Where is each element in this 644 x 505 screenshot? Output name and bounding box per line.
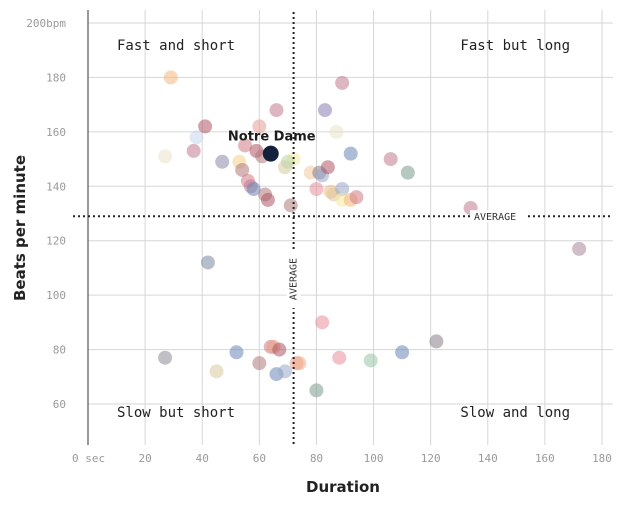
data-point [269,103,284,118]
y-tick-label: 200bpm [26,17,66,30]
x-tick-label: 40 [196,452,209,465]
data-point [215,154,230,169]
y-tick-label: 120 [46,235,66,248]
average-duration-label-bg [286,250,301,308]
y-tick-label: 100 [46,289,66,302]
data-point [198,119,213,134]
x-axis-ticks: 0 sec 20 40 60 80 100 120 140 160 180 [72,452,612,465]
data-point [235,162,250,177]
y-axis-ticks: 200bpm 180 160 140 120 100 80 60 [26,17,66,411]
data-point [252,356,267,371]
data-point [252,119,267,134]
data-point [189,130,204,145]
y-axis-title: Beats per minute [11,155,29,301]
data-point [283,198,298,213]
x-tick-label: 60 [253,452,266,465]
x-tick-label: 100 [364,452,384,465]
x-tick-label: 20 [138,452,151,465]
data-point [186,143,201,158]
y-tick-label: 160 [46,126,66,139]
points-layer [158,70,587,398]
x-tick-label: 160 [535,452,555,465]
y-tick-label: 140 [46,180,66,193]
data-point [209,364,224,379]
data-point [260,192,275,207]
data-point [292,356,307,371]
x-tick-label: 140 [478,452,498,465]
quadrant-label-top-left: Fast and short [117,38,235,54]
data-point [163,70,178,85]
data-point [278,364,293,379]
x-tick-label: 0 sec [72,452,105,465]
data-point [320,160,335,175]
data-point [200,255,215,270]
data-point [343,146,358,161]
data-point [349,190,364,205]
quadrant-label-bottom-left: Slow but short [117,405,235,421]
highlight-label: Notre Dame [228,130,316,145]
data-point [335,75,350,90]
x-axis-title: Duration [306,478,380,496]
data-point [400,165,415,180]
x-tick-label: 80 [310,452,323,465]
average-bpm-label-bg [470,210,526,223]
average-bpm-label: AVERAGE [474,212,516,223]
data-point [309,182,324,197]
data-point [158,149,173,164]
data-point [332,350,347,365]
data-point [272,342,287,357]
data-point [318,103,333,118]
data-point [229,345,244,360]
quadrant-label-bottom-right: Slow and long [460,405,570,421]
data-point [383,152,398,167]
data-point [329,124,344,139]
data-point [429,334,444,349]
data-point [158,350,173,365]
highlight-point [262,145,279,162]
average-duration-label: AVERAGE [289,258,300,300]
data-point [280,154,295,169]
data-point [246,182,261,197]
data-point [315,315,330,330]
x-tick-label: 180 [592,452,612,465]
data-point [395,345,410,360]
data-point [238,138,253,153]
data-point [309,383,324,398]
data-point [363,353,378,368]
y-tick-label: 60 [53,398,66,411]
y-tick-label: 80 [53,344,66,357]
x-tick-label: 120 [421,452,441,465]
data-point [572,241,587,256]
data-point [335,182,350,197]
y-tick-label: 180 [46,71,66,84]
quadrant-label-top-right: Fast but long [460,38,570,54]
